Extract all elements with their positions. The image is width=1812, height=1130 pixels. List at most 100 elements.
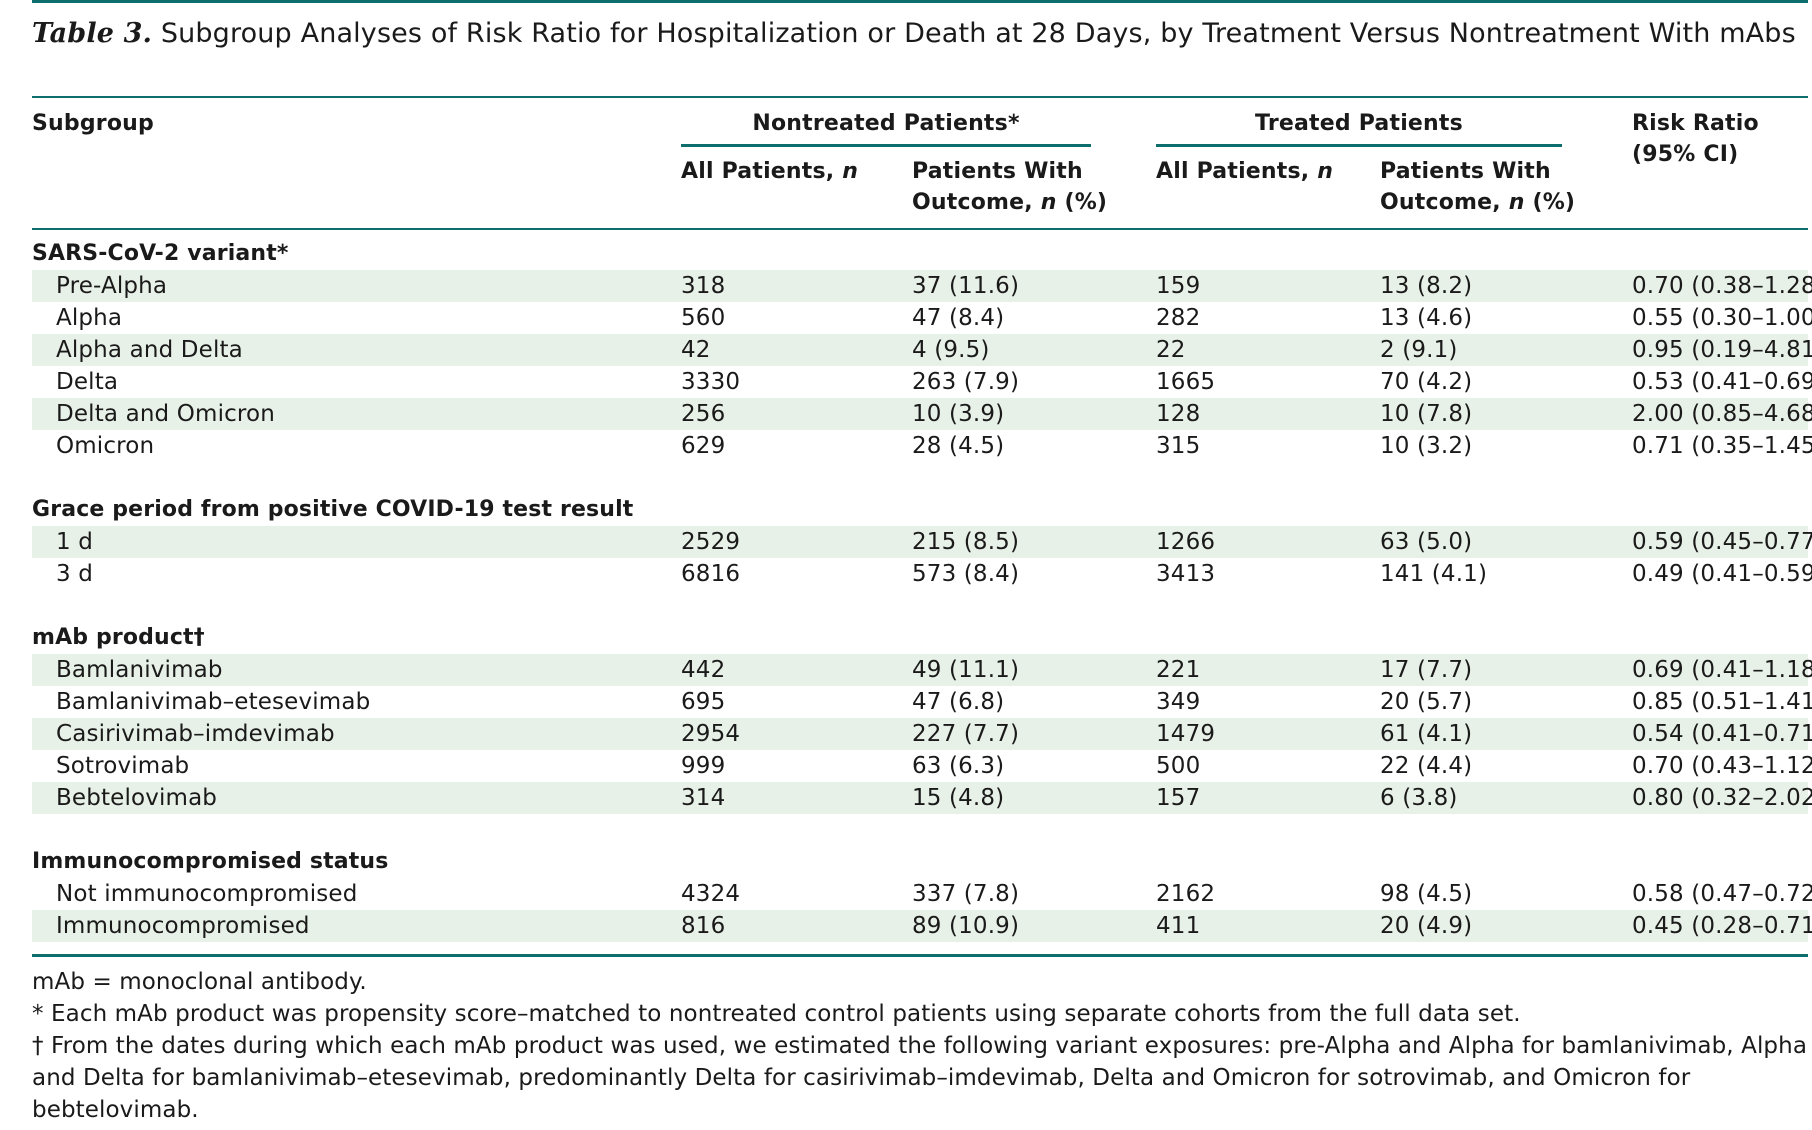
group-heading-immunocompromised: Immunocompromised status: [32, 849, 389, 874]
row-label: Sotrovimab: [56, 753, 190, 779]
top-rule: [32, 0, 1808, 3]
treated-all-cell: 22: [1156, 337, 1186, 363]
group-heading-mab-product: mAb product†: [32, 625, 205, 650]
header-outcome-line2: Outcome, n (%): [1380, 187, 1575, 218]
nontreated-outcome-cell: 47 (6.8): [912, 689, 1005, 715]
row-label: Bamlanivimab–etesevimab: [56, 689, 371, 715]
table-row: Immunocompromised 816 89 (10.9) 411 20 (…: [32, 910, 1812, 942]
nontreated-all-cell: 695: [681, 689, 726, 715]
treated-all-cell: 1266: [1156, 529, 1216, 555]
risk-ratio-cell: 0.45 (0.28–0.71): [1632, 913, 1812, 939]
nontreated-outcome-cell: 15 (4.8): [912, 785, 1005, 811]
treated-outcome-cell: 20 (5.7): [1380, 689, 1473, 715]
header-all-patients-text: All Patients,: [1156, 159, 1310, 184]
header-outcome-pct: (%): [1064, 190, 1108, 215]
treated-all-cell: 159: [1156, 273, 1201, 299]
treated-outcome-cell: 20 (4.9): [1380, 913, 1473, 939]
nontreated-all-cell: 3330: [681, 369, 741, 395]
nontreated-all-cell: 2954: [681, 721, 741, 747]
row-label: Omicron: [56, 433, 155, 459]
risk-ratio-cell: 0.59 (0.45–0.77): [1632, 529, 1812, 555]
header-outcome-line2: Outcome, n (%): [912, 187, 1107, 218]
risk-ratio-cell: 0.95 (0.19–4.81): [1632, 337, 1812, 363]
nontreated-span-rule: [681, 144, 1091, 147]
nontreated-outcome-cell: 47 (8.4): [912, 305, 1005, 331]
risk-ratio-cell: 0.58 (0.47–0.72): [1632, 881, 1812, 907]
group-heading-grace-period: Grace period from positive COVID-19 test…: [32, 497, 634, 522]
nontreated-outcome-cell: 28 (4.5): [912, 433, 1005, 459]
treated-outcome-cell: 17 (7.7): [1380, 657, 1473, 683]
nontreated-outcome-cell: 89 (10.9): [912, 913, 1020, 939]
treated-outcome-cell: 98 (4.5): [1380, 881, 1473, 907]
bottom-rule: [32, 954, 1808, 957]
treated-all-cell: 3413: [1156, 561, 1216, 587]
header-subgroup: Subgroup: [32, 111, 154, 136]
treated-all-cell: 282: [1156, 305, 1201, 331]
header-nontreated-outcome: Patients With Outcome, n (%): [912, 156, 1107, 218]
treated-span-rule: [1156, 144, 1562, 147]
footnote-asterisk: * Each mAb product was propensity score–…: [32, 1001, 1521, 1027]
nontreated-all-cell: 318: [681, 273, 726, 299]
treated-all-cell: 2162: [1156, 881, 1216, 907]
risk-ratio-cell: 0.70 (0.43–1.12): [1632, 753, 1812, 779]
header-n: n: [1508, 190, 1525, 215]
header-all-patients-text: All Patients,: [681, 159, 835, 184]
row-label: Bebtelovimab: [56, 785, 218, 811]
header-outcome-text: Outcome,: [912, 190, 1033, 215]
treated-outcome-cell: 13 (8.2): [1380, 273, 1473, 299]
risk-ratio-cell: 2.00 (0.85–4.68): [1632, 401, 1812, 427]
nontreated-all-cell: 442: [681, 657, 726, 683]
row-label: 1 d: [56, 529, 93, 555]
group-heading-variant: SARS-CoV-2 variant*: [32, 241, 289, 266]
header-treated-all: All Patients, n: [1156, 156, 1333, 187]
risk-ratio-cell: 0.55 (0.30–1.00): [1632, 305, 1812, 331]
header-n: n: [842, 159, 859, 184]
treated-outcome-cell: 22 (4.4): [1380, 753, 1473, 779]
risk-ratio-cell: 0.85 (0.51–1.41): [1632, 689, 1812, 715]
table-row: Bamlanivimab 442 49 (11.1) 221 17 (7.7) …: [32, 654, 1812, 686]
table-row: Bamlanivimab–etesevimab 695 47 (6.8) 349…: [32, 686, 1812, 718]
title-rule: [32, 96, 1808, 98]
row-label: Not immunocompromised: [56, 881, 358, 907]
table-row: Delta and Omicron 256 10 (3.9) 128 10 (7…: [32, 398, 1812, 430]
nontreated-outcome-cell: 10 (3.9): [912, 401, 1005, 427]
row-label: Delta and Omicron: [56, 401, 275, 427]
header-risk-ratio-line2: (95% CI): [1632, 142, 1739, 167]
row-label: Casirivimab–imdevimab: [56, 721, 335, 747]
treated-all-cell: 1665: [1156, 369, 1216, 395]
table-title-text: Subgroup Analyses of Risk Ratio for Hosp…: [160, 18, 1796, 49]
risk-ratio-cell: 0.80 (0.32–2.02): [1632, 785, 1812, 811]
footnote-abbreviation: mAb = monoclonal antibody.: [32, 969, 367, 995]
table-row: 1 d 2529 215 (8.5) 1266 63 (5.0) 0.59 (0…: [32, 526, 1812, 558]
header-risk-ratio: Risk Ratio (95% CI): [1632, 108, 1759, 170]
footnote-dagger: † From the dates during which each mAb p…: [32, 1033, 1808, 1123]
treated-outcome-cell: 2 (9.1): [1380, 337, 1458, 363]
nontreated-all-cell: 629: [681, 433, 726, 459]
risk-ratio-cell: 0.54 (0.41–0.71): [1632, 721, 1812, 747]
nontreated-all-cell: 999: [681, 753, 726, 779]
treated-all-cell: 157: [1156, 785, 1201, 811]
table-row: Delta 3330 263 (7.9) 1665 70 (4.2) 0.53 …: [32, 366, 1812, 398]
nontreated-outcome-cell: 37 (11.6): [912, 273, 1020, 299]
nontreated-outcome-cell: 573 (8.4): [912, 561, 1020, 587]
row-label: Delta: [56, 369, 119, 395]
header-outcome-line1: Patients With: [912, 159, 1083, 184]
nontreated-all-cell: 560: [681, 305, 726, 331]
treated-all-cell: 349: [1156, 689, 1201, 715]
treated-outcome-cell: 63 (5.0): [1380, 529, 1473, 555]
nontreated-outcome-cell: 63 (6.3): [912, 753, 1005, 779]
table-row: Alpha 560 47 (8.4) 282 13 (4.6) 0.55 (0.…: [32, 302, 1812, 334]
treated-all-cell: 315: [1156, 433, 1201, 459]
treated-outcome-cell: 10 (3.2): [1380, 433, 1473, 459]
nontreated-all-cell: 4324: [681, 881, 741, 907]
header-risk-ratio-line1: Risk Ratio: [1632, 111, 1759, 136]
header-nontreated-all: All Patients, n: [681, 156, 858, 187]
table-row: Not immunocompromised 4324 337 (7.8) 216…: [32, 878, 1812, 910]
nontreated-outcome-cell: 337 (7.8): [912, 881, 1020, 907]
row-label: Alpha: [56, 305, 123, 331]
header-n: n: [1317, 159, 1334, 184]
treated-outcome-cell: 61 (4.1): [1380, 721, 1473, 747]
header-treated: Treated Patients: [1255, 111, 1463, 136]
row-label: Bamlanivimab: [56, 657, 223, 683]
nontreated-outcome-cell: 227 (7.7): [912, 721, 1020, 747]
